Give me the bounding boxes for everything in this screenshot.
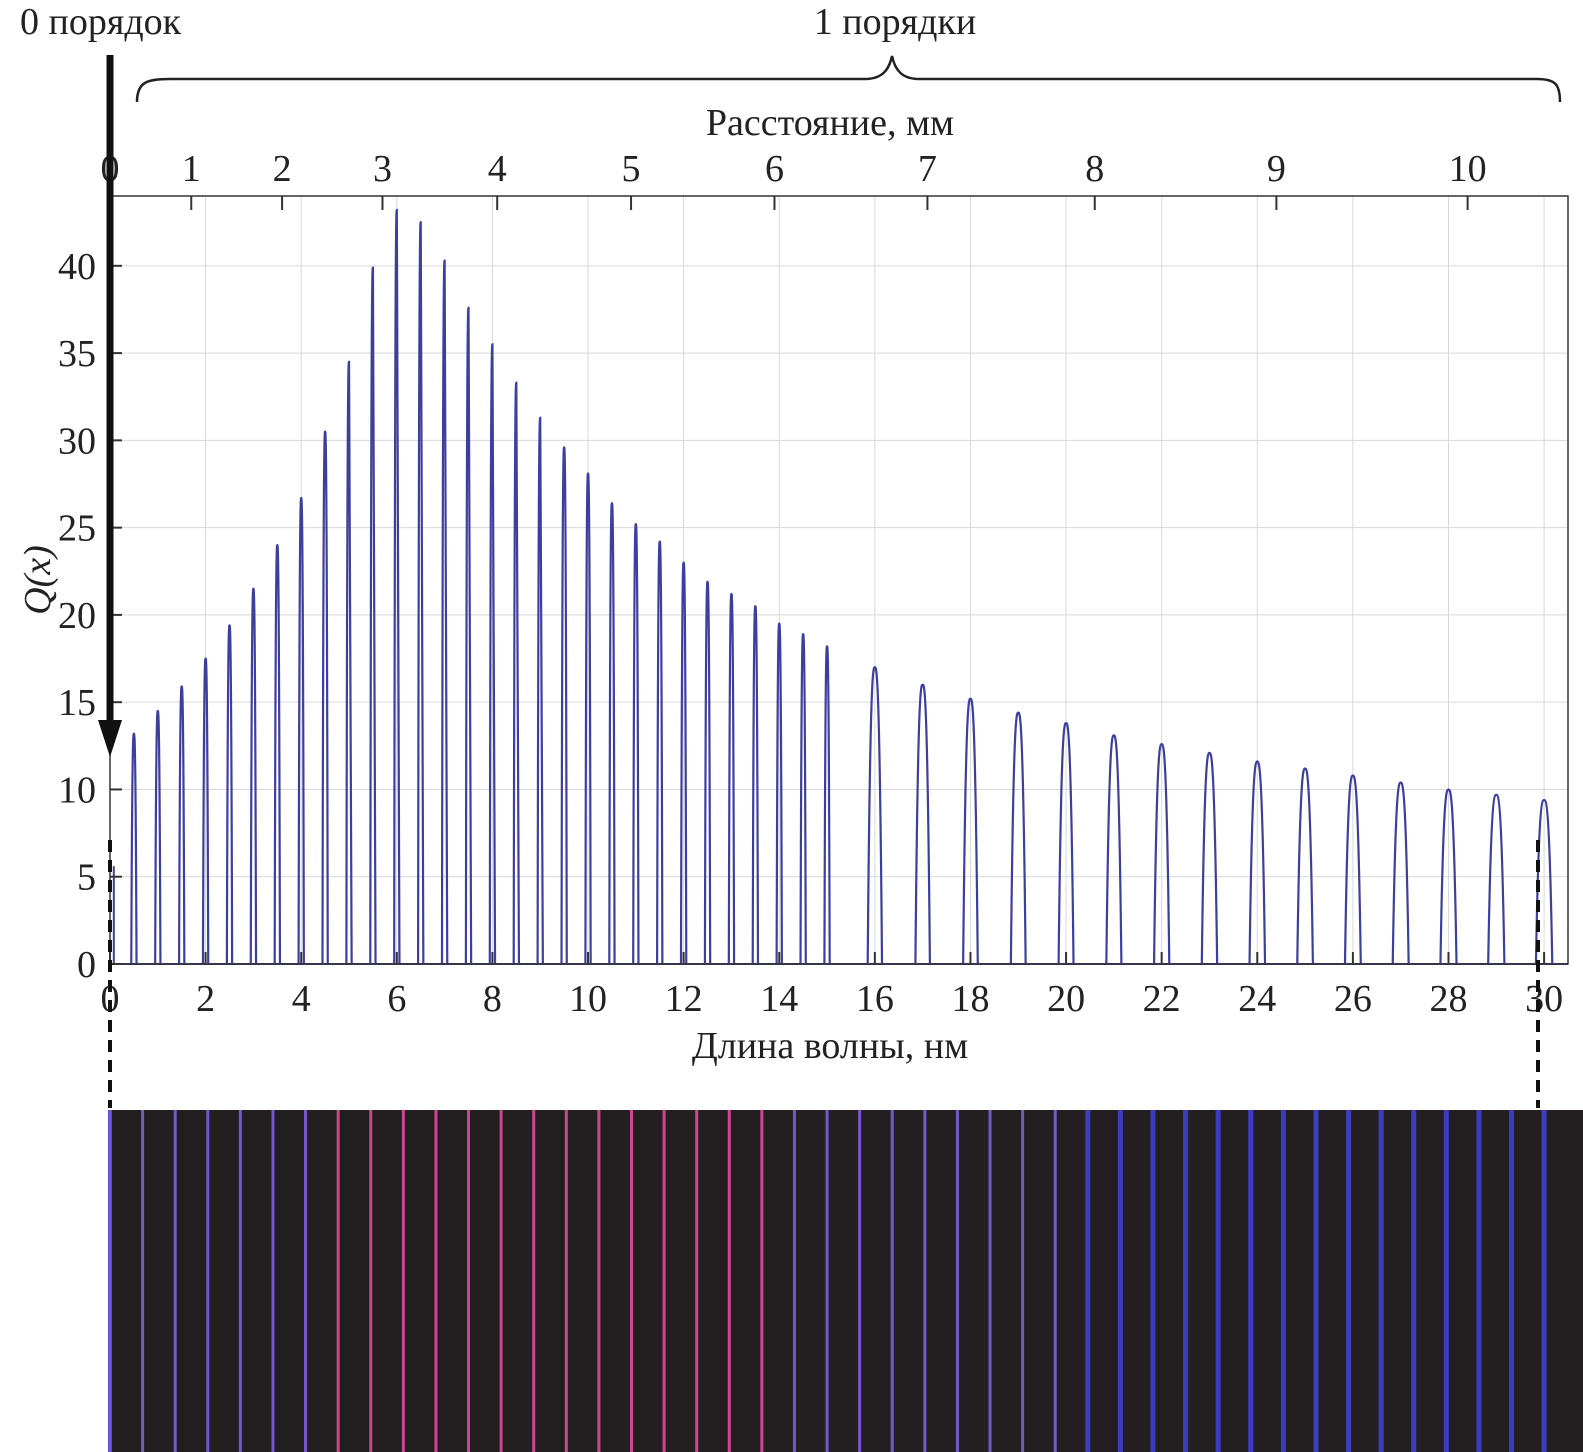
y-tick-label: 30 (58, 420, 96, 462)
q-peak (393, 208, 401, 965)
y-tick-label: 35 (58, 333, 96, 375)
y-tick-label: 40 (58, 246, 96, 288)
x-tick-label: 22 (1143, 978, 1181, 1020)
first-orders-brace (135, 55, 1562, 103)
q-peak (866, 666, 884, 965)
q-peak (727, 592, 736, 965)
q-peak (584, 472, 592, 965)
spectrum-strip (108, 1110, 1583, 1452)
q-peak (1009, 711, 1027, 965)
x-axis-label: Длина волны, нм (692, 1025, 968, 1067)
q-peak (632, 523, 640, 965)
q-peak (1105, 734, 1123, 965)
q-peak (560, 446, 568, 965)
q-peak (962, 697, 979, 965)
q-peak (154, 709, 162, 965)
q-peak (751, 605, 760, 965)
x-tick-label: 16 (856, 978, 894, 1020)
grid-lines (109, 196, 1568, 965)
q-peak (1343, 774, 1362, 965)
top-axis-label: Расстояние, мм (706, 102, 954, 144)
zero-order-arrowhead (98, 720, 122, 757)
top-tick-label: 3 (373, 148, 392, 190)
y-tick-label: 0 (77, 944, 96, 986)
top-tick-label: 8 (1085, 148, 1104, 190)
x-tick-label: 12 (665, 978, 703, 1020)
q-peak (440, 259, 449, 965)
top-tick-label: 2 (273, 148, 292, 190)
bottom-axis: 0 2 4 6 8 10 12 14 16 18 20 22 24 26 28 30 (101, 952, 1563, 1020)
q-peak (1296, 767, 1314, 965)
x-tick-label: 26 (1334, 978, 1372, 1020)
top-tick-label: 10 (1449, 148, 1487, 190)
q-peak (608, 502, 616, 965)
q-peak (273, 543, 282, 965)
q-peak (201, 657, 210, 965)
x-tick-label: 6 (387, 978, 406, 1020)
q-peak (297, 496, 305, 965)
x-tick-label: 20 (1047, 978, 1085, 1020)
q-series (110, 208, 1568, 965)
x-tick-label: 28 (1429, 978, 1467, 1020)
q-peak (914, 683, 931, 965)
x-tick-label: 4 (292, 978, 311, 1020)
q-peak (775, 622, 783, 965)
x-tick-label: 30 (1525, 978, 1563, 1020)
q-peak (1534, 798, 1554, 965)
zero-order-label: 0 порядок (20, 1, 182, 43)
q-peak (225, 624, 234, 965)
q-peak (1057, 722, 1075, 965)
q-peak (1391, 781, 1410, 965)
y-tick-label: 25 (58, 508, 96, 550)
top-tick-label: 9 (1267, 148, 1286, 190)
q-peak (512, 381, 521, 965)
top-tick-label: 5 (622, 148, 641, 190)
left-axis: 0 5 10 15 20 25 30 35 40 (58, 246, 122, 986)
top-tick-label: 1 (182, 148, 201, 190)
q-peak (1248, 760, 1267, 965)
x-tick-label: 0 (101, 978, 120, 1020)
top-tick-label: 4 (488, 148, 507, 190)
plot-frame (109, 195, 1569, 965)
y-tick-label: 15 (58, 682, 96, 724)
y-tick-label: 20 (58, 595, 96, 637)
q-peak (416, 221, 425, 965)
q-peak (464, 306, 473, 965)
top-tick-label: 6 (765, 148, 784, 190)
q-peak (130, 732, 138, 965)
y-tick-label: 10 (58, 769, 96, 811)
y-tick-label: 5 (77, 857, 96, 899)
q-peak (321, 430, 329, 965)
q-peak (799, 633, 807, 965)
x-tick-label: 8 (483, 978, 502, 1020)
q-peak (1200, 751, 1219, 965)
q-peak (703, 580, 712, 965)
q-peak (656, 540, 664, 965)
q-peak (488, 343, 497, 965)
q-peak (177, 685, 186, 965)
y-axis-label: Q(x) (17, 545, 59, 615)
x-tick-label: 18 (951, 978, 989, 1020)
q-peak (345, 360, 353, 965)
top-tick-label: 7 (918, 148, 937, 190)
q-peak (249, 587, 258, 965)
x-tick-label: 24 (1238, 978, 1276, 1020)
x-tick-label: 10 (569, 978, 607, 1020)
q-peak (369, 266, 377, 965)
q-peak (1152, 742, 1171, 965)
x-tick-label: 2 (196, 978, 215, 1020)
first-orders-label: 1 порядки (814, 1, 976, 43)
q-peak (823, 645, 831, 965)
q-peak (1439, 788, 1458, 965)
q-peak (679, 561, 688, 965)
spectrum-strip-lines (108, 1110, 1547, 1452)
q-peak (536, 416, 544, 965)
x-tick-label: 14 (760, 978, 798, 1020)
q-peak (1487, 793, 1506, 965)
